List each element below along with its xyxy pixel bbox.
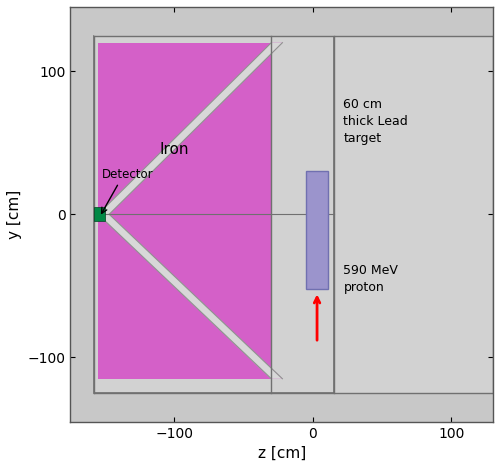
Polygon shape <box>98 214 282 379</box>
Bar <box>94 393 493 422</box>
Bar <box>94 7 493 36</box>
X-axis label: z [cm]: z [cm] <box>258 446 306 461</box>
Bar <box>94 207 105 221</box>
Text: Iron: Iron <box>160 142 189 157</box>
Polygon shape <box>98 43 272 214</box>
Polygon shape <box>109 214 282 379</box>
Polygon shape <box>98 214 272 379</box>
Text: 60 cm
thick Lead
target: 60 cm thick Lead target <box>344 98 408 145</box>
Bar <box>94 36 334 393</box>
Polygon shape <box>109 43 282 214</box>
Polygon shape <box>98 43 282 214</box>
Text: 590 MeV
proton: 590 MeV proton <box>344 263 398 293</box>
Y-axis label: y [cm]: y [cm] <box>7 190 22 239</box>
Text: Detector: Detector <box>102 168 154 181</box>
Bar <box>334 36 493 393</box>
Bar <box>306 171 328 289</box>
